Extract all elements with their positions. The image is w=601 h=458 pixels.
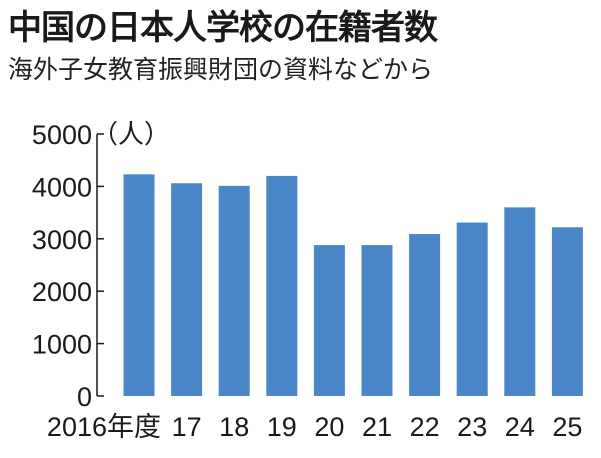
bars: [123, 174, 583, 396]
chart-title: 中国の日本人学校の在籍者数: [8, 8, 438, 48]
bar: [171, 183, 203, 396]
x-tick-label: 20: [314, 412, 344, 442]
x-tick-label: 24: [505, 412, 535, 442]
bar: [313, 245, 345, 396]
x-tick-label: 22: [410, 412, 440, 442]
y-tick-label: 3000: [32, 225, 92, 255]
bar: [504, 207, 536, 396]
x-axis-labels: 2016年度 17 18 19 20 21 22 23 24 25: [47, 412, 583, 442]
x-tick-label: 21: [362, 412, 392, 442]
y-tick-label: 5000: [32, 120, 92, 150]
x-tick-label: 19: [267, 412, 297, 442]
bar: [123, 174, 155, 396]
x-tick-label: 2016年度: [47, 412, 161, 442]
y-tick-label: 2000: [32, 277, 92, 307]
y-tick-label: 4000: [32, 172, 92, 202]
y-axis: 0 1000 2000 3000 4000 5000: [32, 120, 104, 412]
x-tick-label: 23: [457, 412, 487, 442]
bar: [218, 185, 250, 396]
x-tick-label: 18: [219, 412, 249, 442]
y-axis-unit-label: （人）: [92, 120, 170, 150]
bar: [409, 234, 441, 396]
x-tick-label: 25: [552, 412, 582, 442]
bar: [456, 222, 488, 396]
y-tick-label: 1000: [32, 330, 92, 360]
bar: [551, 227, 583, 396]
y-tick-label: 0: [77, 382, 92, 412]
bar: [361, 245, 393, 396]
chart-subtitle: 海外子女教育振興財団の資料などから: [8, 55, 434, 84]
x-tick-label: 17: [172, 412, 202, 442]
bar: [266, 175, 298, 396]
